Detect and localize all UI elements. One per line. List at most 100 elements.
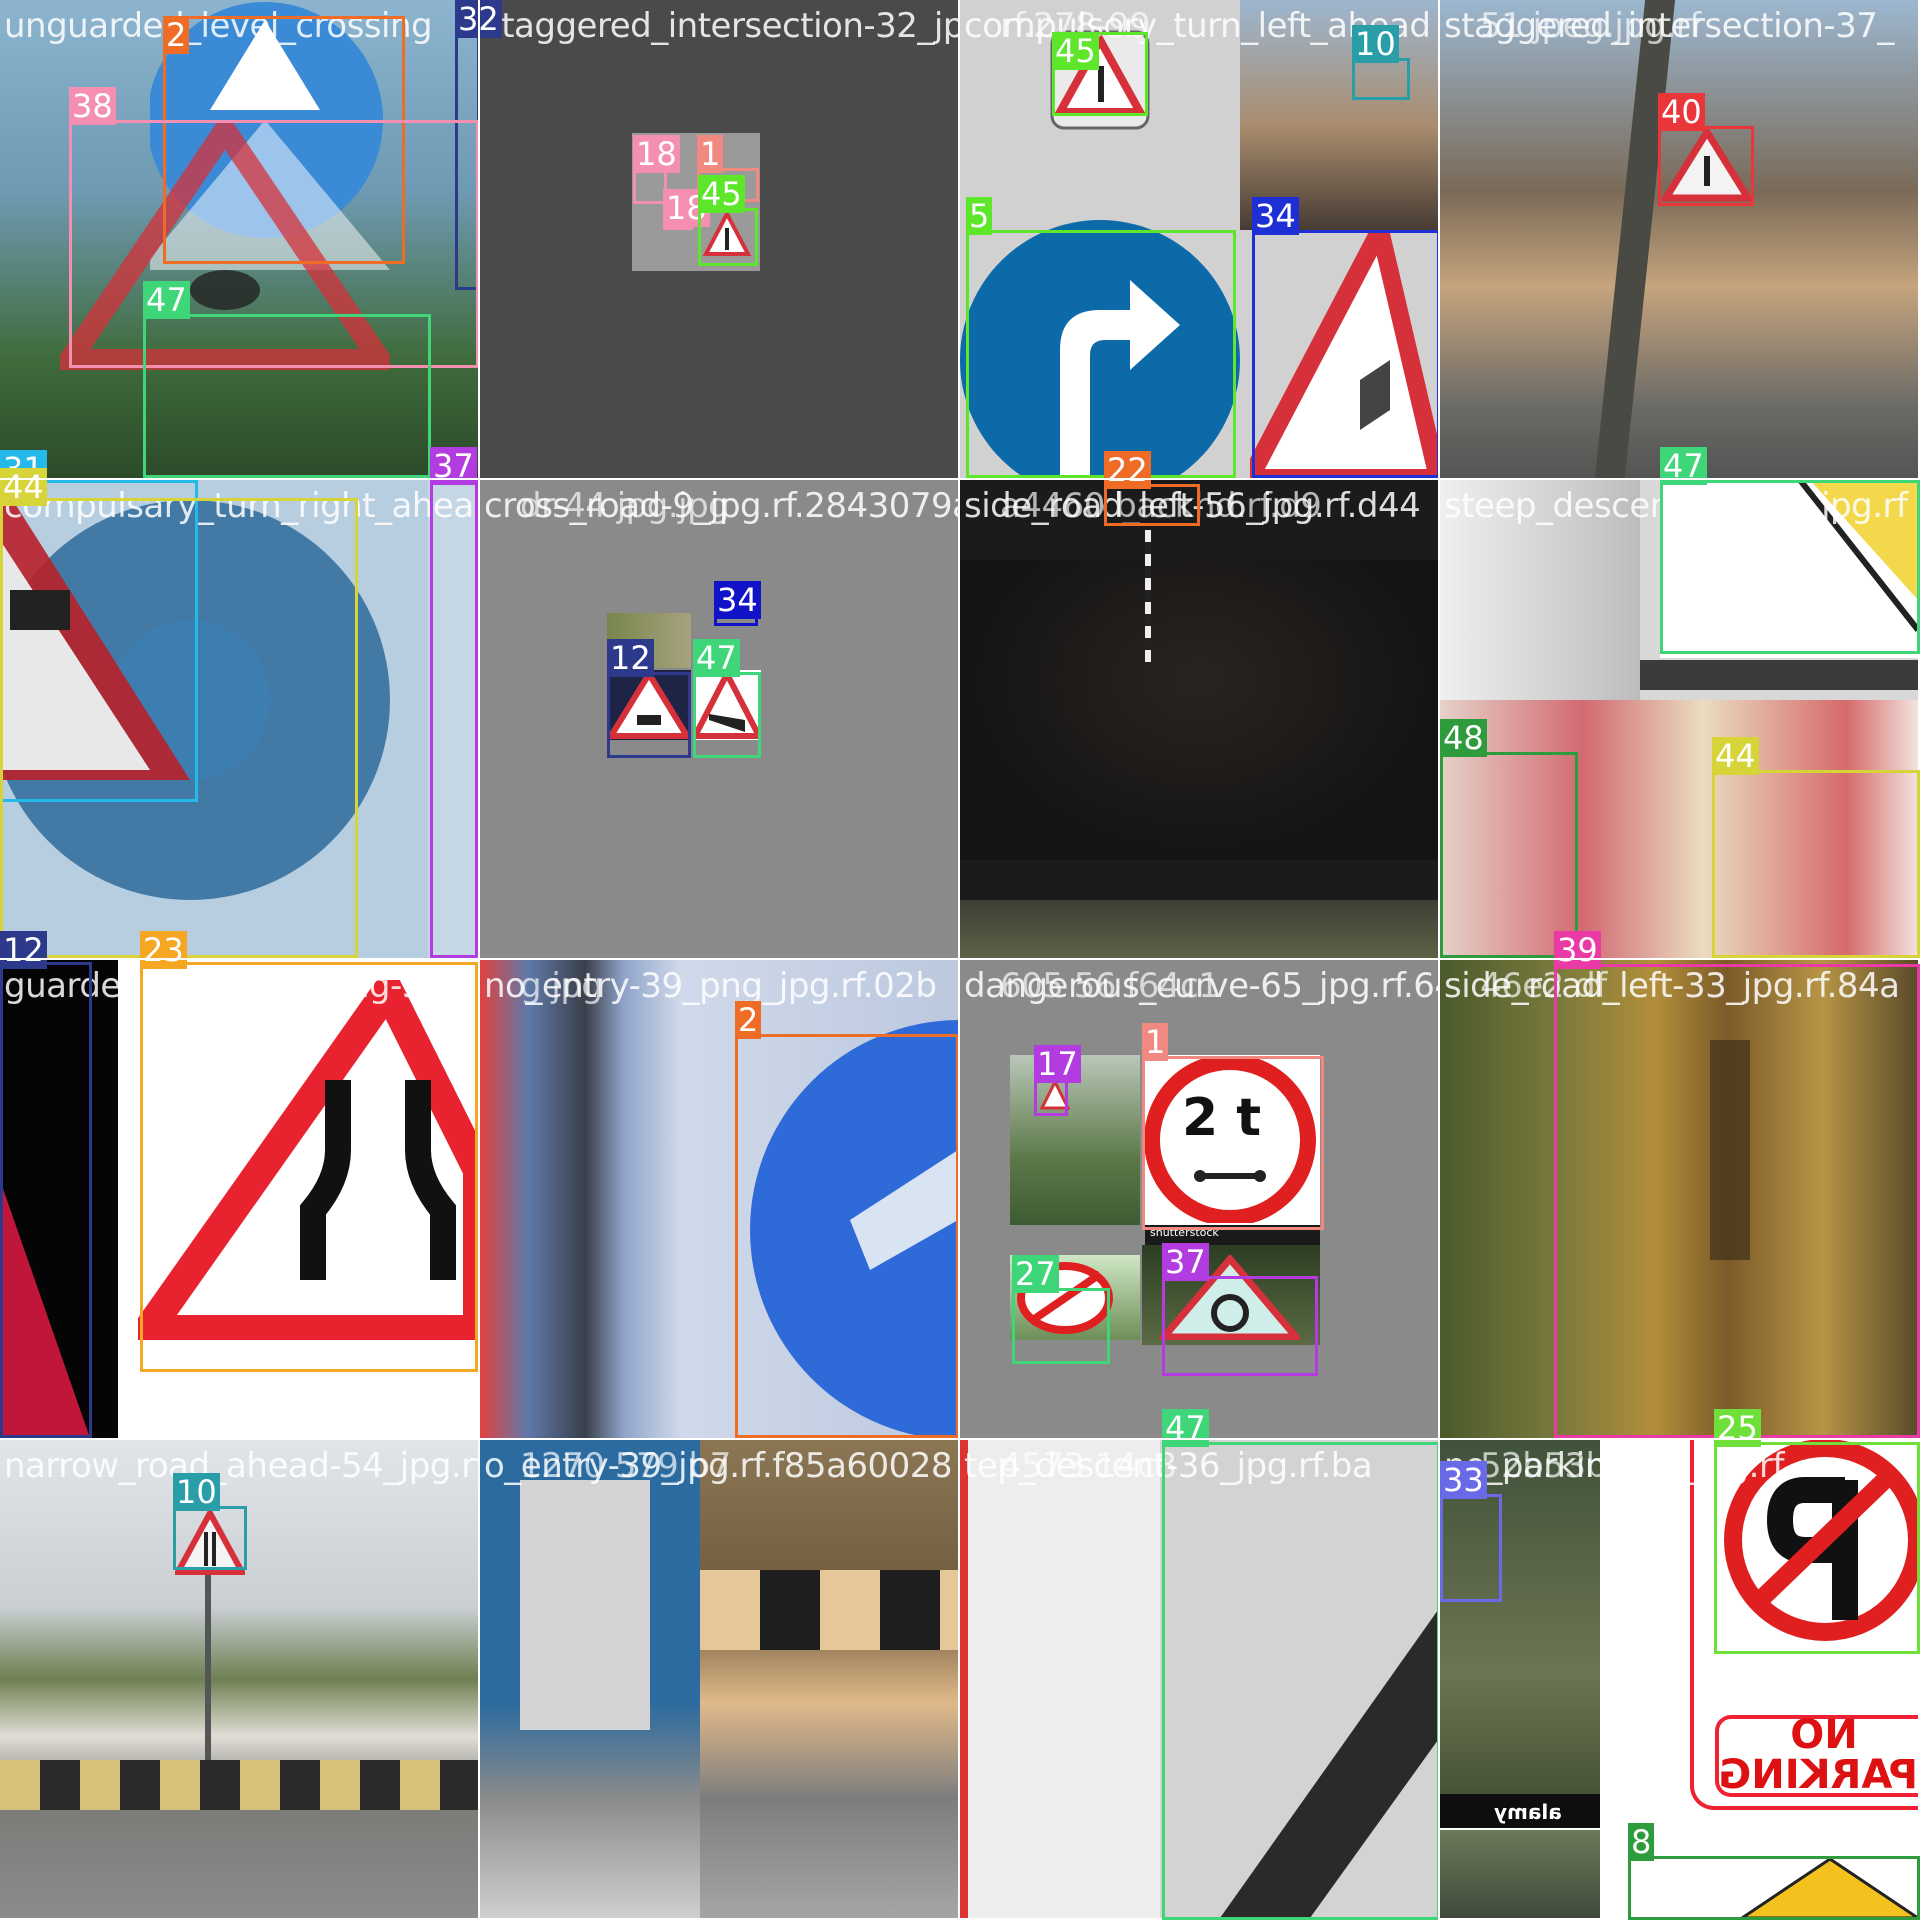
curve-warning-sign-icon [1040,1080,1070,1110]
tile-filename: staggered_intersection-32_jpg.rf.633f7 [484,6,958,46]
detection-box: 47 [143,281,431,478]
detection-box: 47 [1660,447,1920,654]
detection-box: 8 [1628,1823,1920,1920]
detection-box: 38 [69,87,479,368]
tile-filename: dr-44 jpg.jpg [520,486,730,526]
tile-filename: no_entry-39_png_jpg.rf.02b [484,966,937,1006]
detection-box: 18 [633,135,680,204]
detection-box: 39 [1554,931,1920,1438]
alamy-watermark: alamy [1494,1800,1562,1824]
box-label: 1 [1142,1023,1169,1061]
sign-symbol [1710,1040,1750,1260]
box-label: 27 [1012,1255,1059,1293]
caption-bar [1640,660,1918,690]
box-label: 48 [1440,719,1487,757]
mosaic-tile: staggered_intersection-32_jpg.rf.633f7 [480,0,958,478]
pole [1145,530,1151,670]
steep-descent-sign-icon [1220,1610,1438,1918]
tile-filename: 46e2 df [1480,966,1607,1006]
tile-filename: 605 56 f64c1 [1000,966,1220,1006]
tile-filename: 4573 14c8 [1000,1446,1177,1486]
detection-box: 2 [163,16,405,264]
box-label: 25 [1714,1409,1761,1447]
watermark-bar [1440,1794,1600,1828]
detection-box: 23 [140,931,478,1372]
detection-box: 37 [1162,1243,1318,1376]
box-label: 45 [1052,32,1099,70]
box-label: 2 [735,1001,762,1039]
box-label: 34 [714,581,761,619]
grid-divider [0,958,1920,960]
tile-filename: o_entry-39_jpg.rf.f85a60028 [484,1446,953,1486]
grid-divider [478,0,480,1920]
grid-divider [0,1438,1920,1440]
detection-box: 22 [1104,451,1200,526]
tile-photo [1240,0,1438,230]
mosaic-tile: staggered_intersection-37_ 51 jpeg.jpg.r… [1440,0,1918,478]
watermark-bar [1145,1225,1320,1245]
tile-filename: no_parking-32_jpg.rf [1444,1446,1784,1486]
level-crossing-sign-icon [607,670,691,740]
weight-limit-sign-icon [1144,1058,1316,1223]
tile-photo [0,1440,478,1918]
warning-triangle-icon [0,1180,90,1438]
turn-right-sign-icon [960,220,1240,478]
box-label: 47 [1162,1409,1209,1447]
tile-filename: narrow_road_ahead-54_jpg.rf [4,1446,478,1486]
box-label: 39 [1554,931,1601,969]
grid-divider [0,478,1920,480]
tile-photo [1440,0,1918,478]
box-label: 37 [1162,1243,1209,1281]
tile-filename: 51 jpeg.jpg.rf [1480,6,1701,46]
narrow-road-sign-icon [175,1510,245,1575]
narrow-road-sign-icon [138,980,478,1340]
mosaic-tile: unguarded_level_crossing [0,0,478,478]
warning-triangle-icon [1739,1857,1918,1918]
detection-box: 44 [1712,737,1920,958]
road-divider [0,1760,478,1810]
sign-closeup [1440,700,1918,958]
curve-warning-sign-icon [1250,230,1438,478]
box-label: 44 [1712,737,1759,775]
tile-filename: side_road_left-33_jpg.rf.84a [1444,966,1900,1006]
tile-filename: a4460 backhd.rf.d9 [1000,486,1322,526]
box-label: 10 [173,1473,220,1511]
detection-box: 5 [966,197,1236,478]
detection-box: 12 [0,931,92,1438]
tile-filename: unguarded_level_crossing [4,6,433,46]
box-label: 12 [0,931,47,969]
mosaic-tile: o_entry-39_jpg.rf.f85a60028 1270 579 b7 [480,1440,958,1918]
steep-descent-sign-icon [1660,480,1918,658]
detection-box: 12 [607,639,691,758]
weight-limit-text: 2 t [1182,1088,1262,1148]
tile-photo [1440,960,1918,1438]
box-label: 40 [1658,93,1705,131]
detection-box: 2 [735,1001,959,1438]
staggered-intersection-sign-icon [702,210,752,256]
box-label: 2 [163,16,190,54]
detection-box: 33 [1440,1461,1502,1602]
box-label: 10 [1352,25,1399,63]
detection-box: 48 [1440,719,1578,958]
box-label: 1 [697,135,724,173]
detection-box: 10 [173,1473,247,1570]
box-label: 34 [1252,197,1299,235]
detection-box: 47 [1162,1409,1440,1920]
tile-filename: g jpg [520,966,603,1006]
detection-box: 17 [1034,1045,1081,1116]
mosaic-tile: compulsory_turn_left_ahead rf.278-99 [960,0,1438,478]
mosaic-tile: steep_descent-9_jpeg_jpg.rf [1440,480,1918,958]
road-divider [700,1570,958,1650]
box-label: 38 [69,87,116,125]
detection-box: 10 [1352,25,1410,100]
box-label: 17 [1034,1045,1081,1083]
steep-descent-sign-icon [693,670,761,740]
mosaic-tile: tep_descent-36_jpg.rf.ba 4573 14c8 [960,1440,1438,1918]
pole [205,1550,211,1760]
box-label: 44 [0,468,47,506]
warning-triangle-icon [60,120,390,370]
tile-photo [960,560,1438,860]
mosaic-tile: side_road_left-56_jpg.rf.d44 a4460 backh… [960,480,1438,958]
tile-filename: compulsary_turn_right_ahead [4,486,478,526]
